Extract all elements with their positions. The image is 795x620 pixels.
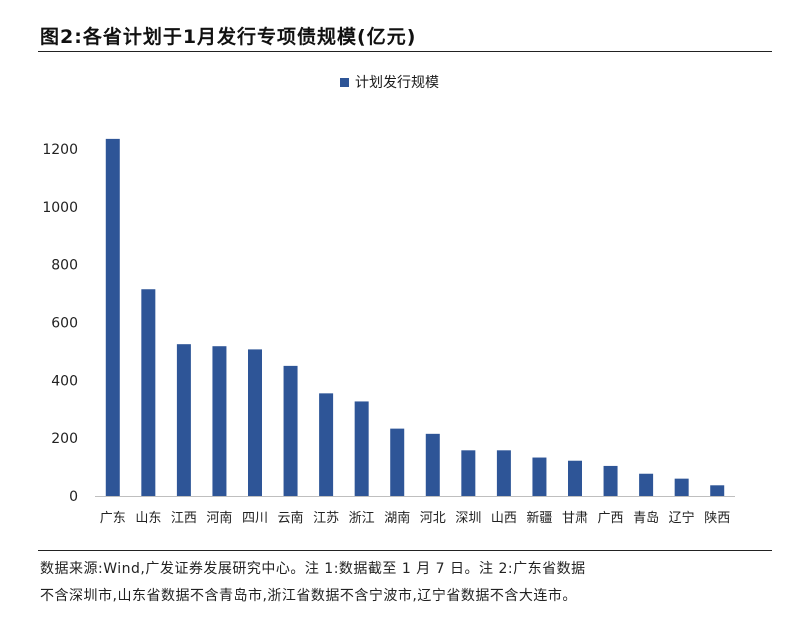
y-tick-label-6: 1200 [42, 142, 78, 158]
bar-11 [496, 450, 511, 496]
bar-4 [248, 349, 262, 496]
bar-17 [710, 485, 725, 496]
footer-rule [38, 550, 772, 551]
x-tick-label-0: 广东 [100, 511, 126, 526]
x-tick-label-4: 四川 [242, 511, 268, 526]
legend: 计划发行规模 [340, 72, 439, 92]
bar-1 [141, 289, 156, 496]
x-tick-label-15: 青岛 [633, 510, 659, 526]
x-tick-label-3: 河南 [206, 510, 232, 526]
y-tick-label-4: 800 [51, 258, 78, 274]
y-tick-label-1: 200 [51, 431, 78, 447]
source-line-2: 不含深圳市,山东省数据不含青岛市,浙江省数据不含宁波市,辽宁省数据不含大连市。 [40, 588, 577, 604]
x-axis-labels: 广东 山东 江西 河南 四川 云南 江苏 浙江 湖南 河北 深圳 山西 新疆 甘肃 广西 青岛 辽宁 陕西 [100, 510, 730, 526]
legend-swatch [340, 77, 349, 87]
bar-chart: 0 200 400 600 800 1000 1200 广东 山东 江西 河南 四川 云南 江苏 浙江 湖南… [42, 138, 735, 526]
x-tick-label-11: 山西 [491, 511, 517, 526]
x-tick-label-14: 广西 [598, 511, 624, 526]
source-line-1: 数据来源:Wind,广发证券发展研究中心。注 1:数据截至 1 月 7 日。注 … [40, 561, 586, 577]
bar-9 [425, 433, 440, 496]
bar-14 [603, 465, 618, 496]
x-tick-label-2: 江西 [171, 511, 197, 526]
chart-title: 图2:各省计划于1月发行专项债规模(亿元) [40, 26, 417, 48]
x-tick-label-7: 浙江 [349, 511, 375, 526]
bar-8 [390, 428, 405, 496]
x-tick-label-17: 陕西 [704, 511, 730, 526]
x-tick-label-1: 山东 [135, 511, 161, 526]
y-axis-ticks: 0 200 400 600 800 1000 1200 [42, 142, 78, 505]
bar-10 [461, 450, 476, 496]
x-tick-label-9: 河北 [420, 511, 446, 526]
bar-13 [568, 460, 582, 496]
bar-15 [639, 473, 654, 496]
bar-5 [283, 365, 298, 496]
legend-label: 计划发行规模 [355, 75, 439, 91]
x-tick-label-12: 新疆 [526, 510, 552, 526]
bar-16 [674, 478, 689, 496]
x-tick-label-16: 辽宁 [669, 510, 695, 526]
x-tick-label-13: 甘肃 [562, 511, 588, 526]
bar-2 [176, 344, 191, 496]
source-note: 数据来源:Wind,广发证券发展研究中心。注 1:数据截至 1 月 7 日。注 … [40, 556, 760, 610]
x-tick-label-6: 江苏 [313, 510, 339, 526]
x-tick-label-8: 湖南 [384, 510, 410, 526]
y-tick-label-2: 400 [51, 373, 78, 389]
x-tick-label-10: 深圳 [455, 511, 481, 526]
y-tick-label-3: 600 [51, 316, 78, 332]
bar-3 [212, 346, 227, 496]
bar-6 [319, 393, 334, 496]
bar-12 [532, 457, 547, 496]
title-rule [38, 51, 772, 52]
y-tick-label-0: 0 [69, 489, 78, 505]
x-tick-label-5: 云南 [278, 510, 304, 526]
bar-7 [354, 401, 369, 496]
bars [105, 138, 725, 497]
bar-0 [105, 138, 120, 497]
y-tick-label-5: 1000 [42, 200, 78, 216]
